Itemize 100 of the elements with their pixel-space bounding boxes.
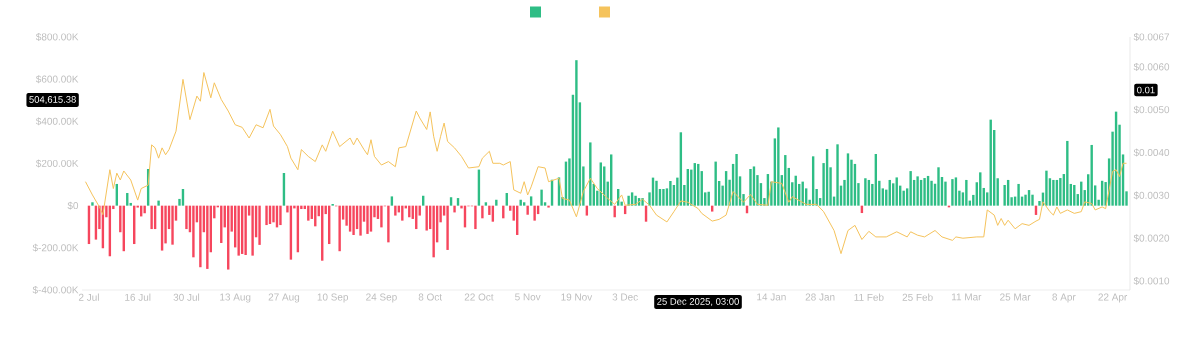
- bar: [265, 205, 268, 226]
- bar: [401, 205, 404, 221]
- bar: [965, 179, 968, 206]
- x-tick-label: 14 Jan: [757, 293, 786, 301]
- bar: [533, 205, 536, 221]
- bar: [199, 205, 202, 268]
- bar: [655, 180, 658, 206]
- x-tick-label: 13 Aug: [220, 293, 251, 303]
- bar: [1052, 179, 1055, 206]
- bar: [157, 200, 160, 206]
- bar: [192, 205, 195, 258]
- line-series: [84, 72, 1128, 255]
- bar: [902, 190, 905, 206]
- y2-tick-label: $0.0040: [1133, 148, 1170, 157]
- bar: [916, 176, 919, 206]
- bar: [237, 205, 240, 256]
- x-tick-label: 3 Dec: [612, 293, 638, 301]
- bar: [519, 199, 522, 206]
- bar: [714, 161, 717, 206]
- y-tick-label: $-400.00K: [32, 285, 79, 295]
- bar: [749, 168, 752, 206]
- bar: [540, 189, 543, 206]
- bar: [171, 205, 174, 245]
- bar: [185, 205, 188, 230]
- y-tick-label: $800.00K: [35, 32, 79, 42]
- x-tick-label: 16 Jul: [125, 293, 151, 301]
- x-tick-label: 27 Aug: [268, 293, 300, 303]
- x-tick-label: 22 Apr: [1098, 293, 1128, 303]
- bar: [394, 205, 397, 216]
- x-tick-label: 25 Mar: [1000, 293, 1031, 301]
- bar: [836, 144, 839, 206]
- bar: [387, 205, 390, 243]
- bar: [735, 154, 738, 206]
- bar: [258, 205, 261, 245]
- bar: [272, 205, 275, 223]
- y2-tick-label: $0.0060: [1133, 62, 1170, 71]
- bar: [380, 205, 383, 228]
- bar: [526, 205, 529, 215]
- bar: [1045, 170, 1048, 206]
- bar: [669, 181, 672, 206]
- y2-tick-label: $0.0010: [1133, 276, 1170, 286]
- y-tick-label: $0: [67, 201, 79, 210]
- x-tick-label: 8 Apr: [1052, 293, 1076, 303]
- bar: [923, 178, 926, 206]
- bar: [446, 205, 449, 250]
- text: 0.01: [1137, 86, 1155, 94]
- bar: [150, 205, 153, 230]
- x-tick-label: 28 Jan: [805, 293, 835, 301]
- bar: [449, 197, 453, 206]
- text: 504,615.38: [29, 96, 76, 104]
- bar: [784, 155, 787, 206]
- bar: [91, 202, 94, 206]
- bar: [909, 171, 912, 206]
- bar: [474, 205, 477, 230]
- bar: [338, 205, 341, 252]
- y2-tick-label: $0.0020: [1133, 234, 1170, 243]
- bar: [425, 205, 428, 231]
- bar: [495, 199, 498, 206]
- bar: [575, 60, 578, 206]
- x-tick-label: 30 Jul: [173, 293, 200, 301]
- bar: [1059, 178, 1062, 206]
- y2-tick-label: $0.0030: [1133, 191, 1170, 200]
- y-tick-label: $-200.00K: [32, 243, 79, 252]
- y-tick-label: $400.00K: [35, 117, 79, 126]
- x-tick-label: 25 Feb: [902, 293, 933, 301]
- bar: [484, 202, 488, 206]
- bar: [522, 202, 526, 206]
- bar: [244, 205, 247, 255]
- bar: [1017, 183, 1020, 206]
- bar: [366, 205, 369, 234]
- bar: [951, 179, 954, 206]
- x-tick-label: 10 Sep: [317, 293, 349, 303]
- x-tick-label: 19 Nov: [561, 293, 593, 301]
- x-tick-label: 2 Jul: [78, 293, 99, 301]
- bar: [1090, 144, 1093, 206]
- bar: [453, 205, 456, 213]
- x-tick-label: 11 Feb: [854, 293, 884, 301]
- bar: [352, 205, 355, 235]
- bar: [432, 205, 435, 258]
- bar: [944, 181, 947, 206]
- bar: [279, 205, 282, 226]
- y2-tick-label: $0.0067: [1133, 32, 1170, 42]
- y2-tick-label: $0.0050: [1133, 105, 1170, 114]
- text: 25 Dec 2025, 03:00: [657, 298, 739, 306]
- bar: [359, 205, 362, 236]
- x-tick-label: 24 Sep: [366, 293, 397, 303]
- bar: [1038, 201, 1041, 206]
- bar: [1066, 140, 1069, 206]
- x-tick-label: 8 Oct: [418, 293, 442, 301]
- bar: [390, 196, 394, 206]
- bar: [206, 205, 209, 269]
- bar: [251, 205, 254, 256]
- bar: [1024, 194, 1027, 206]
- bar: [777, 127, 780, 206]
- x-tick-label: 22 Oct: [464, 293, 494, 301]
- bar: [930, 180, 933, 206]
- bar: [529, 196, 533, 206]
- y-tick-label: $600.00K: [35, 75, 79, 84]
- bar: [481, 205, 484, 219]
- y-tick-label: $200.00K: [35, 159, 79, 168]
